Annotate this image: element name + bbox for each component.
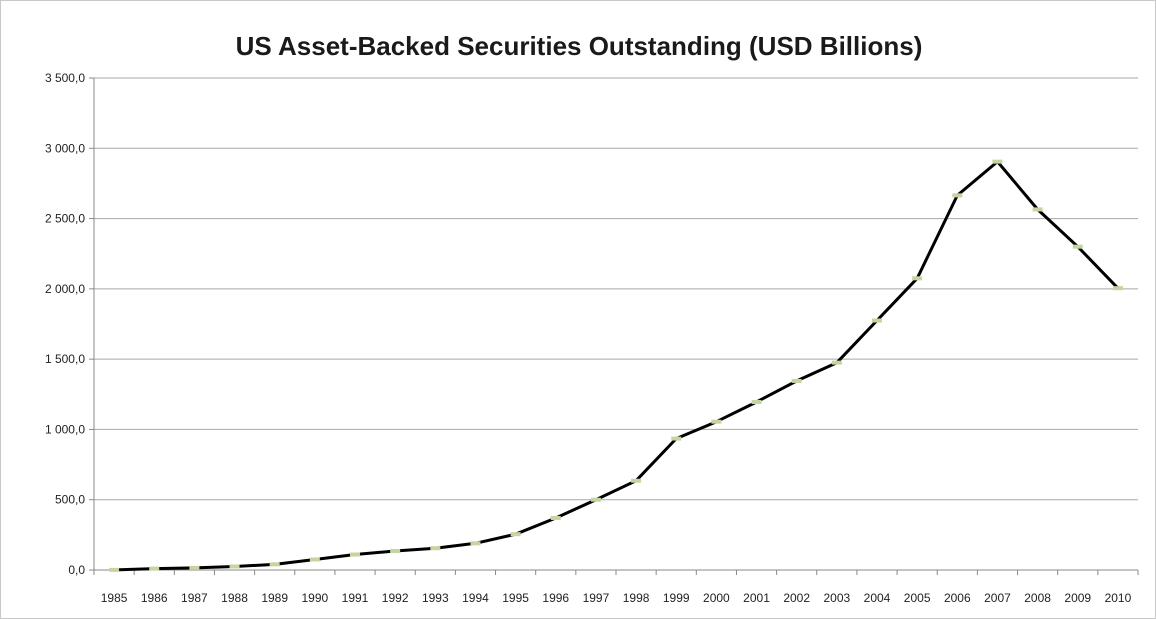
x-tick-label: 1992 [382,591,409,605]
x-tick-label: 2006 [944,591,971,605]
series-line [114,160,1119,572]
x-tick-label: 2001 [743,591,770,605]
x-tick-label: 1995 [502,591,529,605]
data-point [1112,286,1123,291]
y-tick-label: 3 500,0 [45,71,85,85]
data-point [1072,244,1083,249]
y-tick-label: 500,0 [55,493,85,507]
x-tick-label: 2008 [1024,591,1051,605]
x-tick-label: 2007 [984,591,1011,605]
data-point [109,567,120,572]
data-point [390,549,401,554]
x-tick-label: 1993 [422,591,449,605]
x-tick-label: 2003 [823,591,850,605]
data-point [671,436,682,441]
gridlines [94,77,1138,501]
x-tick-label: 2000 [703,591,730,605]
y-tick-label: 1 500,0 [45,352,85,366]
x-tick-label: 2009 [1064,591,1091,605]
y-tick-labels: 0,0 500,0 1 000,0 1 500,0 2 000,0 2 500,0 3 00… [45,71,85,577]
x-tick-label: 1987 [181,591,208,605]
data-point [430,546,441,551]
y-tick-label: 1 000,0 [45,422,85,436]
x-tick-labels: 1985 1986 1987 1988 1989 1990 1991 1992 1993 1994… [101,591,1132,605]
data-point [831,360,842,365]
x-tick-label: 2010 [1105,591,1132,605]
data-series [109,159,1123,572]
axes [89,77,1139,575]
data-point [350,552,360,557]
x-tick-label: 1989 [261,591,288,605]
x-tick-label: 2004 [864,591,891,605]
data-point [751,400,762,405]
data-point [309,557,320,562]
x-tick-label: 1998 [623,591,650,605]
data-point [590,497,601,502]
x-tick-label: 1990 [301,591,328,605]
x-tick-label: 1997 [583,591,610,605]
y-tick-label: 0,0 [68,563,85,577]
x-tick-label: 2005 [904,591,931,605]
chart-title: US Asset-Backed Securities Outstanding (… [235,31,923,61]
x-tick-label: 1996 [542,591,569,605]
x-tick-label: 1999 [663,591,690,605]
y-tick-label: 2 000,0 [45,282,85,296]
data-point [550,515,561,520]
data-point [791,378,802,383]
data-point [149,566,160,571]
y-tick-label: 2 500,0 [45,212,85,226]
x-tick-label: 2002 [783,591,810,605]
x-tick-label: 1985 [101,591,128,605]
data-point [269,562,280,567]
data-point [470,541,481,546]
x-tick-label: 1986 [141,591,168,605]
data-point [229,564,240,569]
data-point [992,159,1003,164]
data-point [1032,207,1043,212]
x-tick-label: 1988 [221,591,248,605]
data-point [952,193,963,198]
y-tick-label: 3 000,0 [45,141,85,155]
data-point [631,478,642,483]
x-tick-label: 1991 [342,591,369,605]
data-point [872,318,882,323]
x-tick-label: 1994 [462,591,489,605]
data-point [189,565,200,570]
data-point [510,532,521,537]
data-point [711,419,722,424]
data-point [912,276,923,281]
